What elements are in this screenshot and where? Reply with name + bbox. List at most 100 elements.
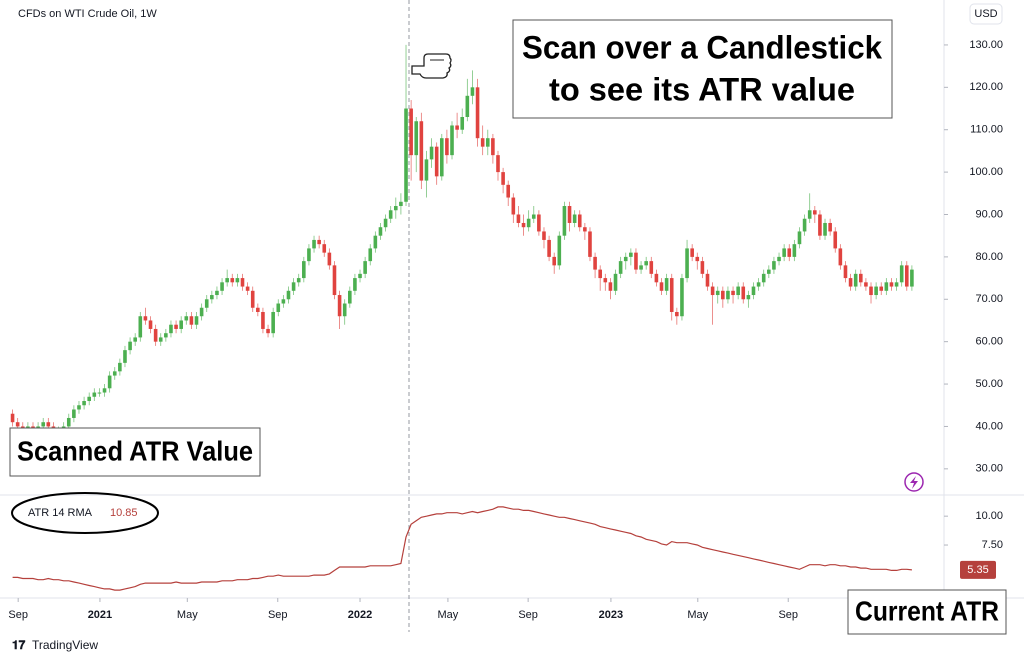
candle-body <box>210 295 214 300</box>
candle-body <box>843 265 848 279</box>
candle-body <box>613 273 618 291</box>
candle-body <box>220 282 224 291</box>
candle-body <box>777 256 781 262</box>
alert-icon[interactable] <box>904 472 924 492</box>
candle-body <box>342 303 347 317</box>
candle-body <box>327 252 332 266</box>
candle-body <box>322 244 327 253</box>
candle-body <box>879 286 884 291</box>
candle-body <box>516 214 521 223</box>
candle-body <box>608 282 613 291</box>
candle-body <box>87 396 92 402</box>
y-tick-label: 70.00 <box>975 293 1003 305</box>
candle-body <box>726 290 730 300</box>
y-tick-label: 90.00 <box>975 208 1003 220</box>
candle-body <box>158 337 163 342</box>
brand-logo: 𝟏𝟕 <box>12 638 26 652</box>
candle-body <box>685 248 689 279</box>
candle-body <box>649 261 654 274</box>
candle-body <box>869 286 873 296</box>
current-atr-value: 5.35 <box>967 564 988 576</box>
candle-body <box>353 278 357 291</box>
candle-body <box>312 239 316 249</box>
candle-body <box>97 392 102 394</box>
candle-body <box>128 341 132 351</box>
candle-body <box>823 222 827 236</box>
x-tick-label: May <box>177 609 198 621</box>
candle-body <box>164 333 168 338</box>
y-tick-label: 120.00 <box>969 81 1003 93</box>
candle-body <box>603 278 608 283</box>
candle-body <box>373 235 378 249</box>
candle-body <box>138 316 143 338</box>
candle-body <box>577 214 582 228</box>
candle-body <box>92 392 97 397</box>
candle-body <box>470 87 475 96</box>
candle-body <box>680 278 684 317</box>
hand-cursor <box>411 53 452 79</box>
candle-body <box>291 282 296 291</box>
candle-body <box>710 286 715 296</box>
candle-body <box>235 278 240 283</box>
currency-box[interactable] <box>969 3 1003 25</box>
candles <box>10 44 914 440</box>
candle-body <box>439 138 444 177</box>
candle-body <box>874 286 878 296</box>
candle-body <box>204 299 209 308</box>
candle-body <box>618 261 623 274</box>
candle-body <box>807 210 812 219</box>
candle-body <box>848 278 853 287</box>
candle-body <box>215 290 219 296</box>
candle-body <box>363 261 367 274</box>
candle-body <box>669 278 674 312</box>
candle-body <box>884 282 889 291</box>
candle-body <box>358 273 362 279</box>
candle-body <box>700 261 705 274</box>
candle-body <box>174 324 178 329</box>
candle-body <box>271 311 275 334</box>
y-tick-label: 80.00 <box>975 251 1003 263</box>
candle-body <box>731 290 735 296</box>
candle-body <box>802 218 807 232</box>
x-tick-label: Sep <box>778 609 798 621</box>
candle-body <box>46 422 51 427</box>
candle-body <box>899 265 904 283</box>
brand: TradingView <box>32 638 98 652</box>
candle-body <box>813 210 817 215</box>
atr-pane: 10.00 7.50 5.35 <box>12 506 1003 591</box>
x-tick-label: Sep <box>518 609 538 621</box>
current-label: Current ATR <box>855 595 999 626</box>
candle-body <box>690 248 694 257</box>
x-tick-label: Sep <box>8 609 28 621</box>
candle-body <box>567 206 572 223</box>
candle-body <box>337 295 342 317</box>
candle-body <box>506 184 511 198</box>
candle-body <box>761 273 766 283</box>
x-tick-label: May <box>438 609 459 621</box>
atr-line <box>12 506 912 591</box>
candle-body <box>429 146 434 160</box>
candle-body <box>588 231 592 257</box>
candle-body <box>378 227 383 236</box>
atr-legend-name: ATR 14 RMA <box>28 507 93 519</box>
candle-body <box>491 138 495 156</box>
candle-body <box>695 256 700 262</box>
candle-body <box>629 252 633 257</box>
candle-body <box>153 328 158 342</box>
candle-body <box>634 252 638 270</box>
candle-body <box>767 269 771 274</box>
candle-body <box>675 311 679 317</box>
hint-line: to see its ATR value <box>549 71 855 107</box>
candle-body <box>741 286 746 300</box>
candle-body <box>388 210 393 219</box>
candle-body <box>746 295 751 300</box>
candle-body <box>245 286 250 291</box>
legend-oval <box>11 492 159 534</box>
candle-body <box>833 231 838 249</box>
candle-body <box>853 273 858 287</box>
candle-body <box>240 278 245 287</box>
candle-body <box>179 320 183 329</box>
candle-body <box>256 307 260 312</box>
candle-body <box>593 256 597 270</box>
